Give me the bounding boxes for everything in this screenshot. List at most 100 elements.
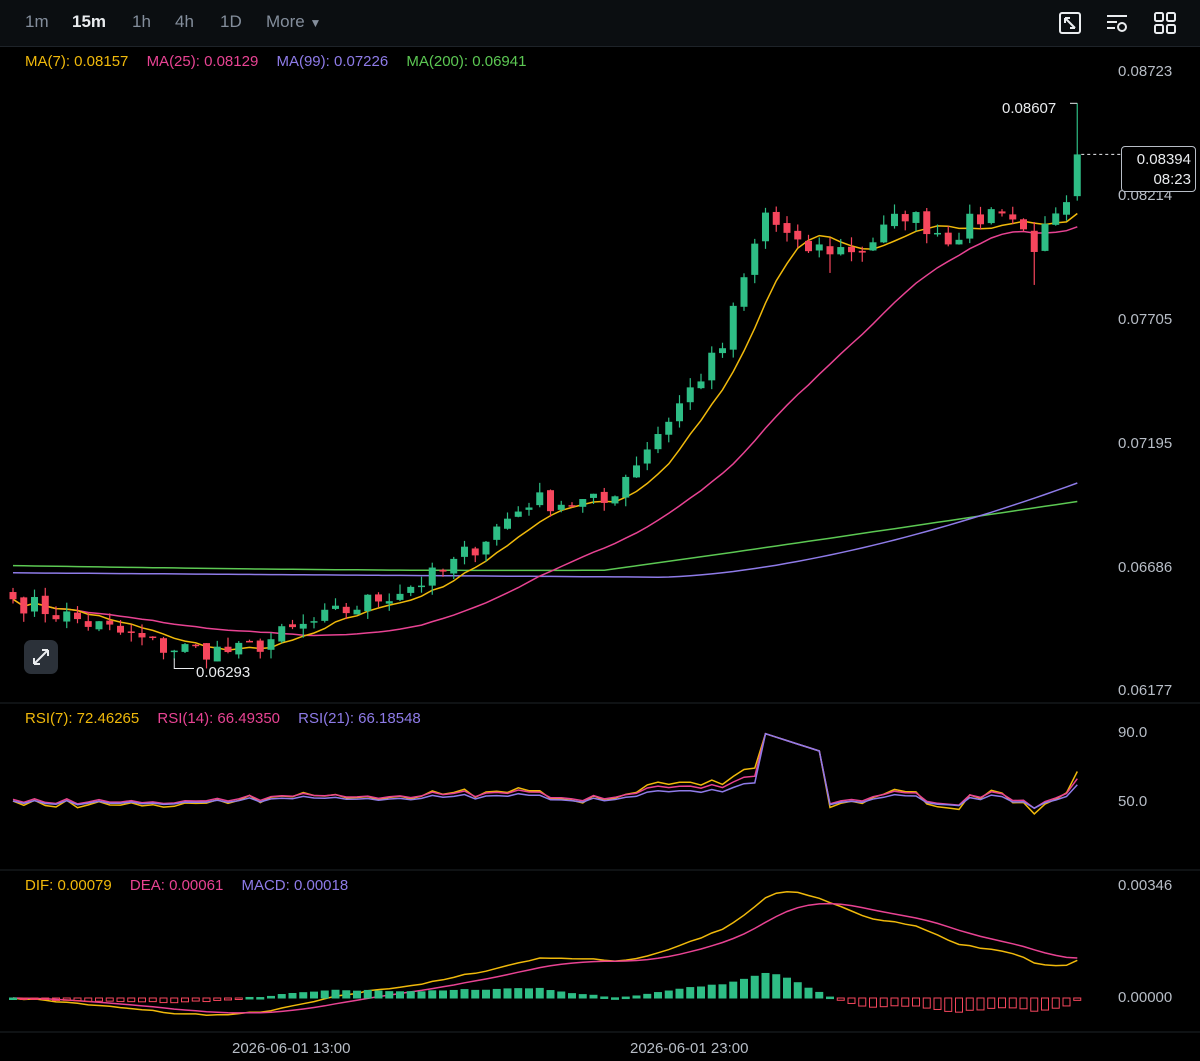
macd-histogram-bar xyxy=(417,991,426,999)
macd-histogram-bar xyxy=(632,995,641,999)
candle-body xyxy=(783,223,791,233)
macd-histogram-bar xyxy=(353,990,361,999)
ma-legend: MA(7): 0.08157 MA(25): 0.08129 MA(99): 0… xyxy=(25,53,540,70)
macd-histogram-bar xyxy=(1062,997,1071,1007)
candle-body xyxy=(117,625,124,633)
candle-body xyxy=(41,595,49,615)
macd-histogram-bar xyxy=(267,995,275,999)
macd-histogram-bar xyxy=(568,993,576,999)
macd-histogram-bar xyxy=(858,997,867,1007)
macd-histogram-bar xyxy=(310,991,318,999)
macd-histogram-bar xyxy=(976,997,985,1011)
candle-body xyxy=(665,421,673,435)
candle-body xyxy=(858,250,866,253)
macd-histogram-bar xyxy=(643,993,652,999)
candle-body xyxy=(9,592,17,600)
candle-body xyxy=(213,646,221,662)
price-axis-tick: 0.06686 xyxy=(1118,559,1173,576)
macd-histogram-bar xyxy=(277,994,286,999)
candle-body xyxy=(740,277,748,307)
candle-body xyxy=(493,526,501,540)
macd-histogram-bar xyxy=(374,990,383,999)
candle-body xyxy=(525,507,533,510)
macd-histogram-bar xyxy=(1008,997,1017,1009)
candle-body xyxy=(987,209,995,224)
dea-label: DEA: 0.00061 xyxy=(129,877,224,894)
macd-histogram-bar xyxy=(460,989,469,999)
candle-body xyxy=(654,434,662,450)
candle-body xyxy=(418,585,425,588)
candle-body xyxy=(633,465,640,478)
macd-histogram-bar xyxy=(471,989,480,999)
ma99-label: MA(99): 0.07226 xyxy=(276,53,389,70)
candle-body xyxy=(794,230,802,240)
macd-histogram-bar xyxy=(1073,997,1082,1001)
macd-histogram-bar xyxy=(482,989,490,999)
macd-histogram-bar xyxy=(138,997,146,1003)
dif-label: DIF: 0.00079 xyxy=(25,877,112,894)
timeframe-4h[interactable]: 4h xyxy=(175,12,194,31)
macd-histogram-bar xyxy=(836,997,845,1001)
macd-histogram-bar xyxy=(396,991,404,999)
candle-body xyxy=(772,211,780,225)
candle-body xyxy=(1041,223,1049,251)
price-axis-tick: 0.07195 xyxy=(1118,435,1173,452)
timeframe-1h[interactable]: 1h xyxy=(132,12,151,31)
candle-body xyxy=(203,643,210,660)
dif-line xyxy=(12,890,1078,1016)
macd-histogram-bar xyxy=(998,997,1006,1009)
macd-histogram-bar xyxy=(847,997,856,1004)
macd-histogram-bar xyxy=(912,997,920,1007)
macd-histogram-bar xyxy=(202,997,211,1003)
candle-body xyxy=(289,624,296,628)
macd-histogram-bar xyxy=(804,987,813,999)
timeframe-1m[interactable]: 1m xyxy=(25,12,49,31)
candle-body xyxy=(708,352,716,381)
candle-body xyxy=(815,244,823,251)
macd-histogram-bar xyxy=(621,996,630,1000)
candle-body xyxy=(353,609,361,615)
candle-body xyxy=(471,548,479,556)
macd-histogram-bar xyxy=(52,997,60,1001)
candle-body xyxy=(299,623,307,629)
rsi21-label: RSI(21): 66.18548 xyxy=(298,710,421,727)
candle-body xyxy=(1030,230,1038,252)
more-dropdown[interactable]: More ▼ xyxy=(266,12,321,32)
macd-histogram-bar xyxy=(557,991,566,999)
candle-body xyxy=(590,493,597,498)
macd-histogram-bar xyxy=(664,990,673,999)
ma99-line xyxy=(12,482,1078,578)
layout-grid-icon[interactable] xyxy=(1152,10,1178,36)
candle-body xyxy=(95,621,103,630)
candle-body xyxy=(149,636,157,639)
rsi-legend: RSI(7): 72.46265 RSI(14): 66.49350 RSI(2… xyxy=(25,710,435,727)
chart-type-icon[interactable] xyxy=(1057,10,1083,36)
candle-body xyxy=(880,224,888,243)
candle-body xyxy=(375,594,382,602)
indicator-settings-icon[interactable] xyxy=(1104,10,1130,36)
current-price-tag: 0.08394 08:23 xyxy=(1121,146,1196,192)
expand-chart-button[interactable] xyxy=(24,640,58,674)
candle-body xyxy=(1009,214,1017,220)
candle-body xyxy=(697,381,705,389)
candle-body xyxy=(181,644,189,652)
macd-axis-tick: 0.00000 xyxy=(1118,989,1173,1006)
candle-body xyxy=(536,492,544,506)
macd-histogram-bar xyxy=(922,997,931,1009)
candle-body xyxy=(450,558,458,574)
candle-body xyxy=(127,631,135,633)
candle-body xyxy=(396,593,404,600)
timeframe-15m[interactable]: 15m xyxy=(72,12,107,31)
candle-body xyxy=(235,642,243,655)
macd-histogram-bar xyxy=(428,990,437,999)
macd-histogram-bar xyxy=(19,997,28,1000)
candle-body xyxy=(342,606,350,614)
candle-body xyxy=(63,611,71,622)
candle-body xyxy=(891,213,898,227)
candle-body xyxy=(332,605,339,609)
macd-histogram-bar xyxy=(492,988,501,999)
current-price: 0.08394 xyxy=(1136,151,1191,168)
candle-body xyxy=(912,212,920,223)
timeframe-1d[interactable]: 1D xyxy=(220,12,242,31)
